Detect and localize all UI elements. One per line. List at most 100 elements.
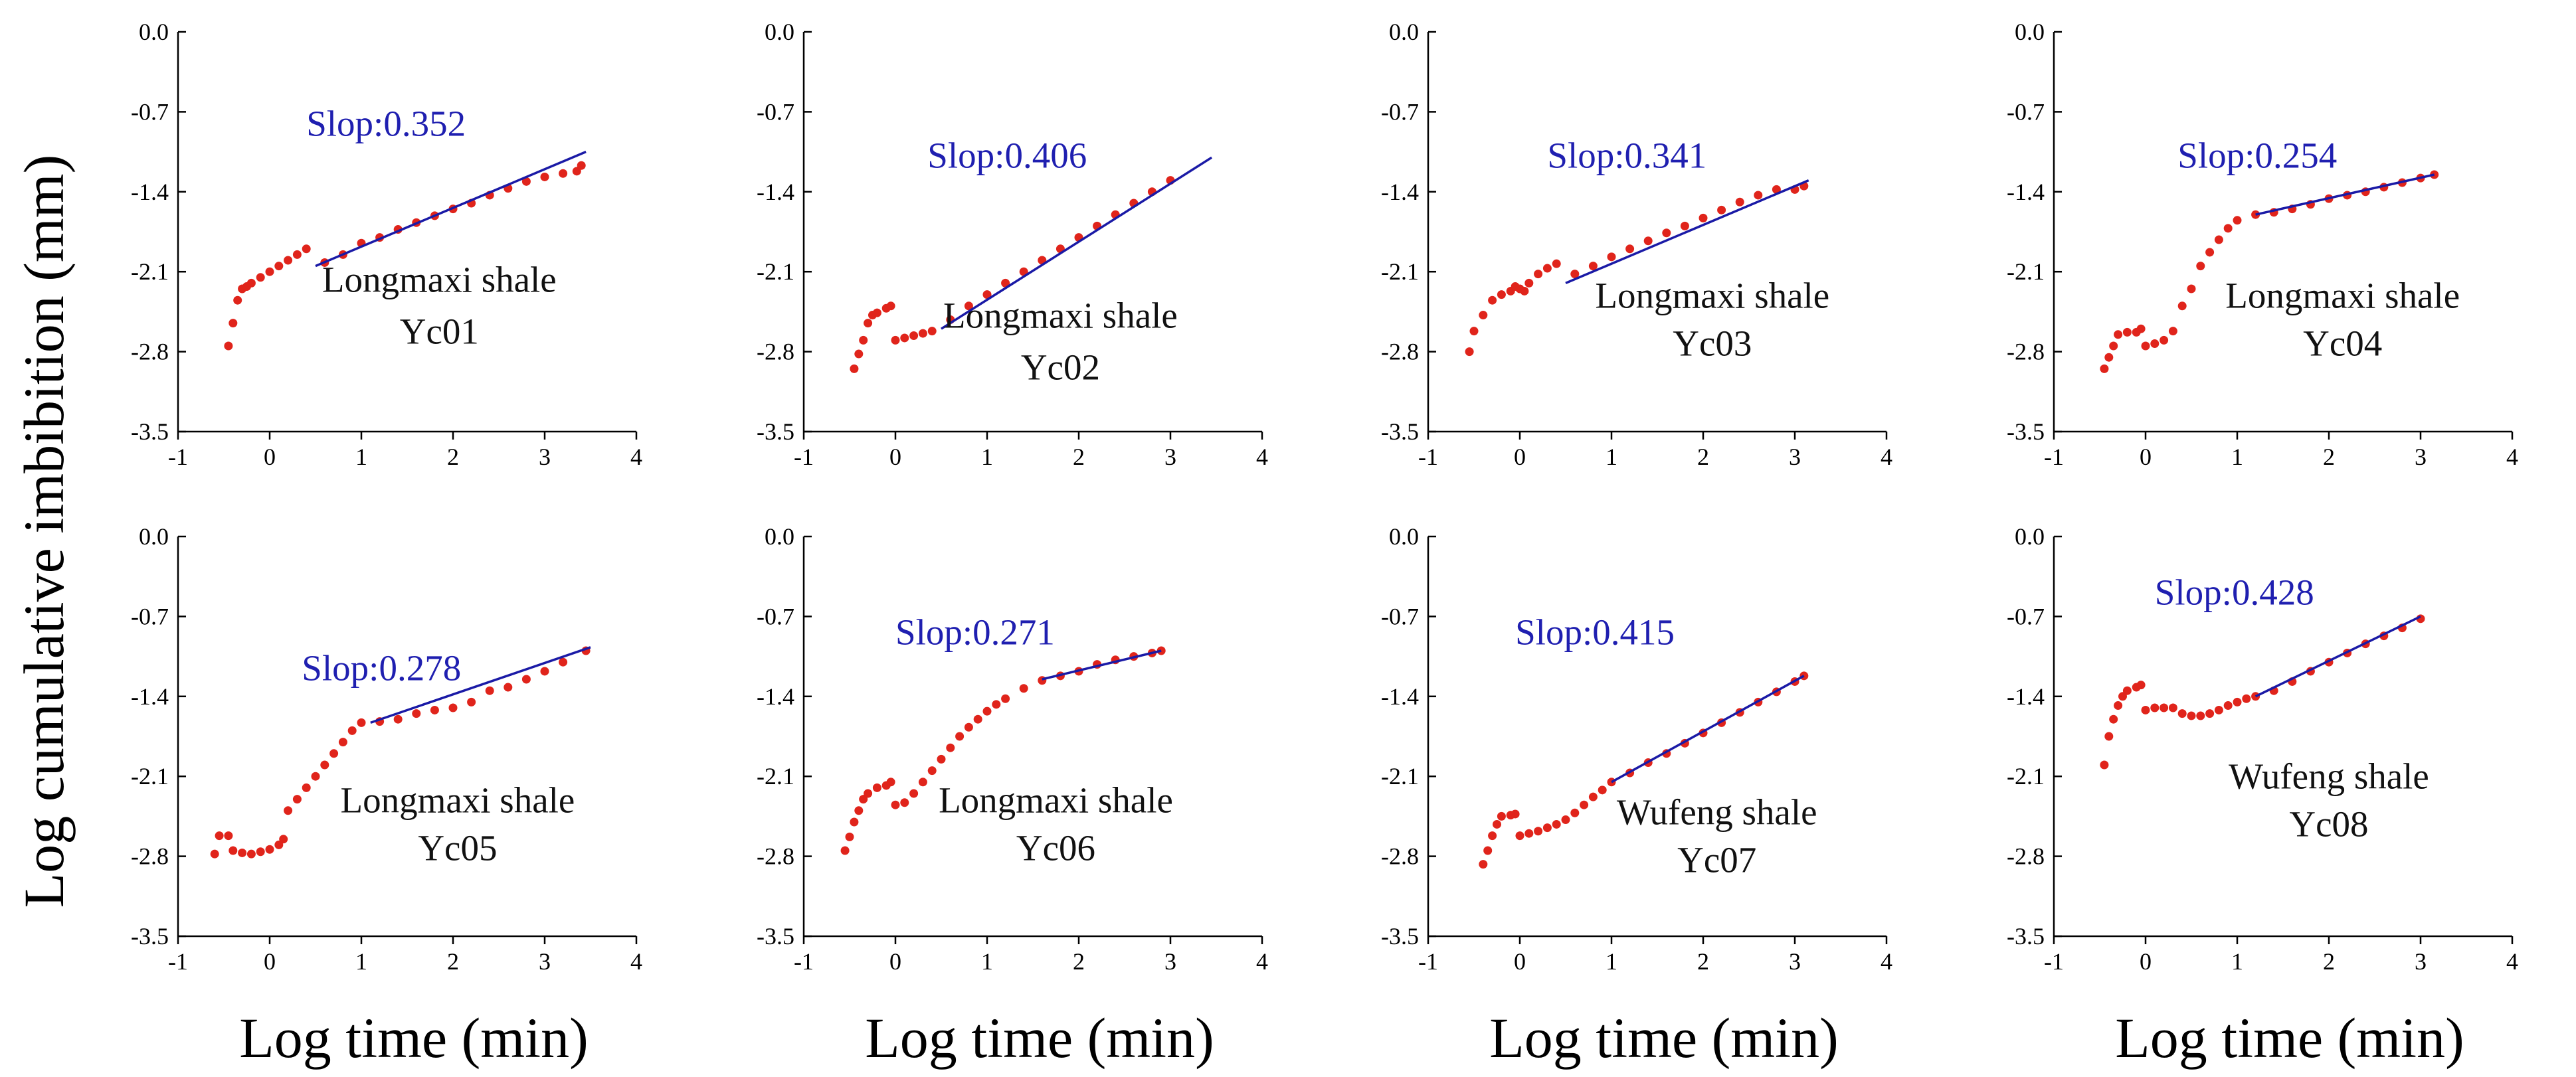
data-point	[2168, 703, 2177, 712]
data-point	[311, 772, 320, 781]
data-point	[1515, 831, 1524, 841]
data-point	[900, 333, 909, 343]
x-tick-label: 1	[355, 948, 367, 975]
data-point	[1552, 259, 1561, 268]
data-point	[2214, 705, 2223, 714]
data-point	[1735, 197, 1744, 207]
data-point	[850, 364, 859, 373]
y-tick-label: -1.4	[2007, 179, 2045, 205]
data-point	[338, 738, 347, 747]
data-point	[891, 335, 900, 345]
data-point	[2100, 364, 2109, 373]
x-tick-label: -1	[1418, 444, 1438, 470]
x-tick-label: 4	[1256, 948, 1268, 975]
data-point	[2114, 701, 2123, 710]
data-point	[1520, 286, 1529, 295]
x-tick-label: -1	[2044, 948, 2064, 975]
y-tick-label: -2.8	[2007, 843, 2045, 870]
slope-label: Slop:0.341	[1547, 135, 1706, 176]
sample-id-label: Yc02	[1021, 347, 1100, 388]
data-point	[1552, 819, 1561, 829]
data-point	[973, 714, 982, 724]
slope-label: Slop:0.415	[1515, 612, 1675, 653]
data-point	[320, 760, 329, 770]
sample-id-label: Yc05	[418, 828, 497, 869]
x-tick-label: 4	[1881, 948, 1892, 975]
data-point	[329, 749, 339, 758]
data-point	[1598, 786, 1607, 795]
y-tick-label: -2.1	[757, 763, 794, 789]
x-tick-label: 2	[1697, 444, 1709, 470]
x-tick-label: -1	[168, 444, 188, 470]
data-point	[864, 789, 873, 798]
y-tick-label: -2.8	[131, 339, 169, 365]
data-point	[2223, 701, 2233, 710]
x-axis-title: Log time (min)	[865, 1006, 1214, 1070]
data-point	[1479, 311, 1488, 320]
y-tick-label: -0.7	[2007, 98, 2045, 125]
data-point	[909, 789, 919, 798]
data-point	[224, 341, 233, 351]
data-point	[872, 783, 881, 792]
fit-line	[2255, 173, 2435, 216]
panel-yc06: 0.0 -0.7 -1.4 -2.1 -2.8 -3.5-1 0 1 2 3 4 Slop:0.271…	[757, 523, 1268, 975]
x-tick-label: 0	[889, 444, 901, 470]
data-point	[1488, 295, 1497, 305]
data-point	[2177, 709, 2187, 718]
data-point	[2109, 714, 2118, 724]
data-point	[2122, 327, 2132, 337]
shale-name-label: Longmaxi shale	[1595, 275, 1829, 315]
slope-label: Slop:0.254	[2177, 135, 2337, 176]
data-point	[1717, 205, 1726, 214]
data-point	[284, 806, 293, 815]
data-point	[886, 778, 895, 787]
x-tick-label: 3	[1789, 948, 1801, 975]
y-tick-label: -1.4	[757, 683, 794, 710]
slope-label: Slop:0.406	[927, 135, 1087, 176]
x-tick-label: -1	[1418, 948, 1438, 975]
fit-line	[1565, 179, 1809, 285]
y-tick-label: -0.7	[1381, 98, 1419, 125]
x-tick-label: 1	[981, 948, 993, 975]
data-point	[279, 835, 288, 844]
data-point	[909, 331, 919, 341]
shale-name-label: Longmaxi shale	[340, 780, 575, 820]
x-tick-label: 4	[1256, 444, 1268, 470]
data-point	[284, 256, 293, 265]
x-tick-label: 2	[447, 444, 459, 470]
data-point	[1643, 236, 1653, 246]
data-point	[430, 705, 439, 714]
data-point	[992, 700, 1001, 709]
y-tick-label: -2.8	[2007, 339, 2045, 365]
y-tick-label: 0.0	[139, 19, 169, 45]
data-point	[1493, 819, 1501, 829]
panel-yc02: 0.0 -0.7 -1.4 -2.1 -2.8 -3.5-1 0 1 2 3 4 Slop:0.406…	[757, 19, 1268, 470]
shale-name-label: Longmaxi shale	[2225, 275, 2460, 315]
data-point	[540, 667, 549, 676]
data-point	[2177, 301, 2187, 311]
x-tick-label: 4	[630, 444, 642, 470]
panel-yc07: 0.0 -0.7 -1.4 -2.1 -2.8 -3.5-1 0 1 2 3 4 Slop:0.415…	[1381, 523, 1892, 975]
panel-yc03: 0.0 -0.7 -1.4 -2.1 -2.8 -3.5-1 0 1 2 3 4 Slop:0.341…	[1381, 19, 1892, 470]
fit-line	[1042, 649, 1162, 681]
x-tick-label: 4	[630, 948, 642, 975]
y-tick-label: -0.7	[131, 603, 169, 629]
sample-id-label: Yc01	[400, 311, 479, 352]
data-point	[559, 657, 568, 667]
data-point	[210, 849, 219, 859]
y-tick-label: -3.5	[131, 418, 169, 445]
y-tick-label: -2.1	[1381, 763, 1419, 789]
slope-label: Slop:0.278	[302, 648, 461, 689]
x-tick-label: 2	[2323, 948, 2335, 975]
y-tick-label: -0.7	[757, 98, 794, 125]
data-point	[215, 831, 224, 841]
data-point	[2233, 697, 2242, 706]
data-point	[864, 319, 873, 328]
y-tick-label: -3.5	[1381, 418, 1419, 445]
x-tick-label: 4	[2506, 444, 2518, 470]
data-point	[927, 766, 937, 776]
x-tick-label: 0	[889, 948, 901, 975]
data-point	[982, 706, 992, 716]
data-point	[850, 817, 859, 827]
y-tick-label: 0.0	[139, 523, 169, 550]
